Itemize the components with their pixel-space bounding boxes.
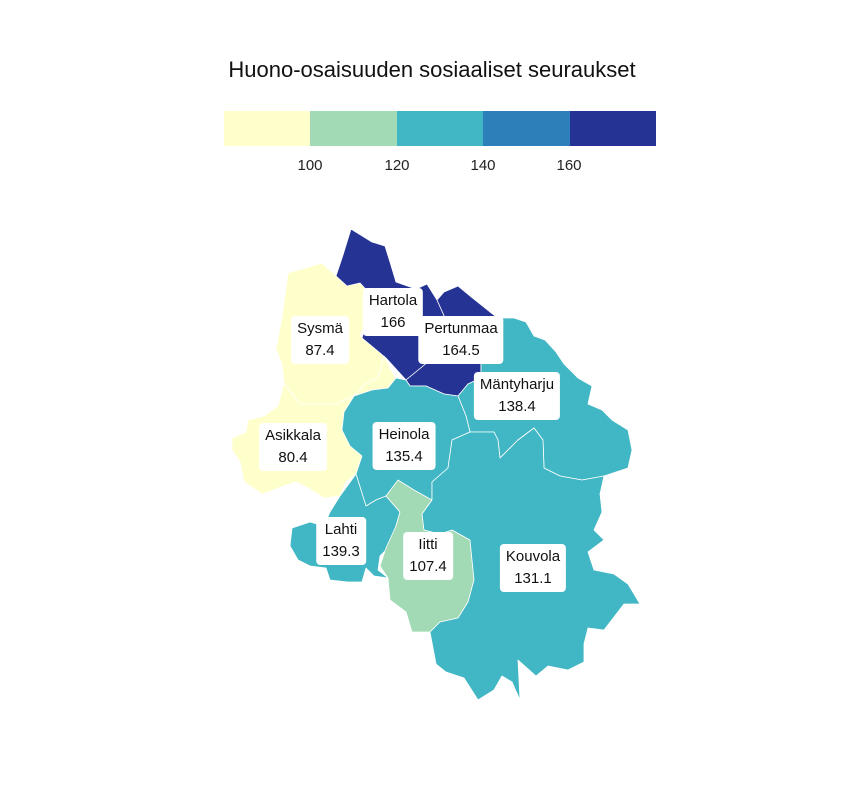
label-heinola-value: 135.4 (385, 448, 423, 465)
label-lahti-value: 139.3 (322, 543, 360, 560)
legend-swatch-3 (396, 111, 484, 146)
label-mantyharju-name: Mäntyharju (479, 376, 555, 393)
label-lahti-name: Lahti (324, 521, 358, 538)
label-asikkala-name: Asikkala (265, 427, 321, 444)
legend-tick-140: 140 (470, 157, 496, 174)
label-pertunmaa-name: Pertunmaa (424, 320, 498, 337)
label-kouvola-name: Kouvola (505, 548, 561, 565)
legend-swatch-4 (483, 111, 570, 146)
label-kouvola-value: 131.1 (514, 570, 552, 587)
label-heinola-name: Heinola (378, 426, 430, 443)
label-asikkala: Asikkala 80.4 (259, 423, 327, 471)
label-iitti-value: 107.4 (409, 558, 447, 575)
legend-tick-160: 160 (556, 157, 582, 174)
legend-swatch-2 (310, 111, 397, 146)
label-lahti: Lahti 139.3 (316, 517, 366, 565)
legend-tick-120: 120 (384, 157, 410, 174)
map-title: Huono-osaisuuden sosiaaliset seuraukset (228, 57, 636, 82)
label-hartola-name: Hartola (368, 292, 418, 309)
label-hartola: Hartola 166 (362, 288, 424, 336)
label-sysma-value: 87.4 (305, 342, 335, 359)
legend-swatch-5 (569, 111, 657, 146)
legend-swatch-1 (224, 111, 311, 146)
label-pertunmaa-value: 164.5 (442, 342, 480, 359)
label-heinola: Heinola 135.4 (372, 422, 436, 470)
label-iitti: Iitti 107.4 (403, 532, 453, 580)
label-pertunmaa: Pertunmaa 164.5 (418, 316, 504, 364)
label-mantyharju-value: 138.4 (498, 398, 536, 415)
label-sysma-name: Sysmä (297, 320, 343, 337)
label-hartola-value: 166 (380, 314, 406, 331)
label-mantyharju: Mäntyharju 138.4 (473, 372, 561, 420)
label-kouvola: Kouvola 131.1 (499, 544, 567, 592)
color-legend (224, 111, 657, 146)
label-sysma: Sysmä 87.4 (291, 316, 349, 364)
legend-tick-100: 100 (297, 157, 323, 174)
label-iitti-name: Iitti (418, 536, 438, 553)
label-asikkala-value: 80.4 (278, 449, 308, 466)
